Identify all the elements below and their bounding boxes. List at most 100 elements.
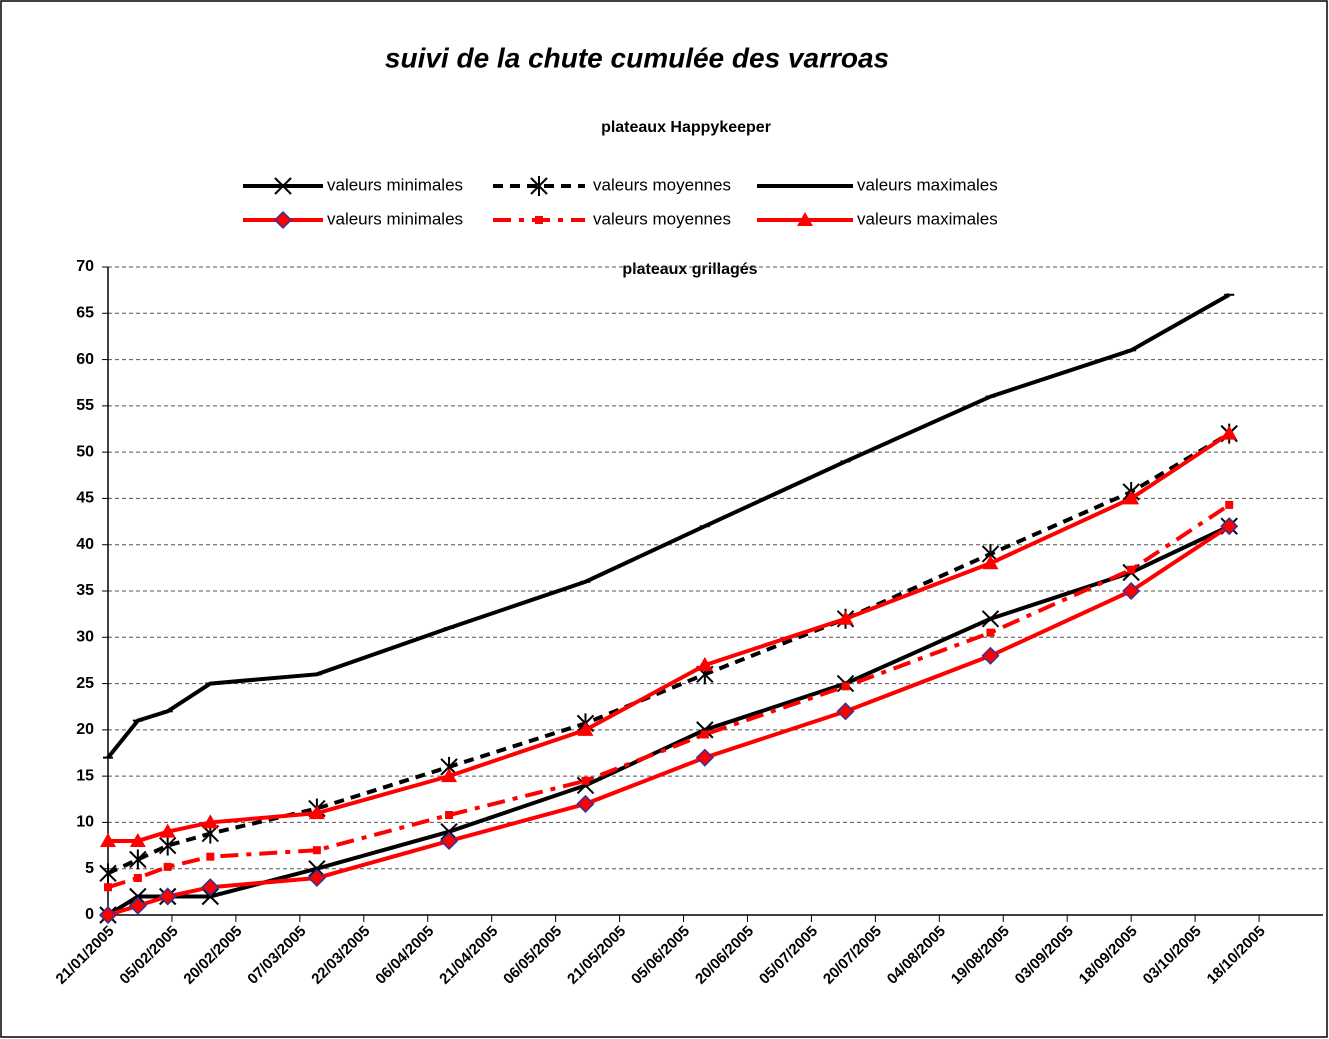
marker (981, 610, 1000, 628)
marker (695, 748, 714, 767)
marker (202, 814, 219, 829)
y-tick-label: 10 (76, 814, 94, 831)
marker-part (202, 814, 219, 829)
marker (700, 730, 709, 739)
marker-part (841, 682, 850, 691)
legend-label: valeurs maximales (857, 209, 998, 228)
marker (439, 831, 459, 851)
marker-part (201, 878, 220, 897)
y-tick-label: 15 (76, 767, 94, 784)
marker (133, 873, 142, 882)
marker (206, 852, 215, 861)
series-line (107, 431, 1231, 876)
y-tick-label: 65 (76, 305, 94, 322)
marker-part (100, 832, 116, 847)
marker-part (1122, 581, 1141, 601)
y-tick-label: 20 (76, 721, 94, 738)
marker-part (986, 628, 995, 637)
legend-label: valeurs moyennes (593, 209, 731, 228)
marker-part (1127, 565, 1136, 574)
marker (440, 822, 458, 841)
y-tick-label: 40 (76, 536, 94, 553)
marker (158, 887, 177, 906)
marker (1225, 500, 1234, 509)
y-tick-label: 60 (76, 351, 94, 368)
marker (129, 849, 147, 870)
marker (312, 846, 321, 855)
marker (445, 811, 454, 820)
marker-part (129, 832, 146, 847)
marker-part (307, 868, 326, 888)
legend-title: plateaux grillagés (622, 261, 757, 278)
marker-part (159, 823, 176, 838)
marker (535, 216, 543, 224)
chart-title: suivi de la chute cumulée des varroas (385, 42, 889, 73)
marker-part (308, 860, 326, 878)
marker-part (1221, 425, 1238, 440)
legend-label: valeurs minimales (327, 209, 463, 228)
marker-part (133, 873, 142, 882)
marker (273, 210, 293, 230)
marker (986, 628, 995, 637)
marker-part (445, 811, 454, 820)
legend-title: plateaux Happykeeper (601, 119, 771, 136)
marker (577, 721, 594, 736)
marker-part (201, 887, 220, 906)
marker-part (274, 177, 292, 195)
marker (576, 794, 595, 813)
marker (837, 610, 854, 625)
marker-part (700, 730, 709, 739)
y-tick-label: 25 (76, 675, 94, 692)
marker (797, 212, 813, 226)
marker (308, 805, 325, 820)
marker (100, 832, 116, 847)
y-tick-label: 70 (76, 258, 94, 275)
y-tick-label: 35 (76, 582, 94, 599)
marker (307, 868, 326, 888)
marker (99, 863, 117, 884)
marker-part (163, 862, 172, 871)
marker-part (158, 887, 177, 906)
marker-part (1225, 500, 1234, 509)
marker (98, 905, 118, 925)
marker (308, 860, 326, 878)
marker-part (104, 883, 112, 892)
marker (129, 832, 146, 847)
marker (696, 657, 713, 672)
marker-part (439, 831, 459, 851)
marker-part (837, 610, 854, 625)
marker-part (308, 805, 325, 820)
marker (159, 823, 176, 838)
marker-part (440, 822, 458, 841)
marker-part (129, 887, 147, 906)
marker (982, 555, 999, 570)
marker (1122, 581, 1141, 601)
y-tick-label: 45 (76, 490, 94, 507)
y-tick-label: 50 (76, 443, 94, 460)
series-line (106, 293, 1231, 759)
marker (274, 177, 292, 195)
marker (129, 887, 147, 906)
y-tick-label: 5 (85, 860, 94, 877)
y-tick-label: 0 (85, 906, 94, 923)
marker (530, 176, 548, 196)
marker-part (535, 216, 543, 224)
marker (128, 896, 147, 915)
marker (158, 835, 177, 856)
legend-label: valeurs moyennes (593, 175, 731, 194)
marker-part (312, 846, 321, 855)
marker (441, 768, 458, 783)
marker-part (695, 748, 714, 767)
marker-part (128, 896, 147, 915)
marker (201, 887, 220, 906)
marker-part (206, 852, 215, 861)
marker (104, 883, 112, 892)
marker-part (273, 210, 293, 230)
legend-label: valeurs maximales (857, 175, 998, 194)
marker-part (1220, 517, 1239, 536)
marker-part (576, 794, 595, 813)
marker-part (577, 721, 594, 736)
marker (163, 862, 172, 871)
marker (1123, 490, 1140, 505)
